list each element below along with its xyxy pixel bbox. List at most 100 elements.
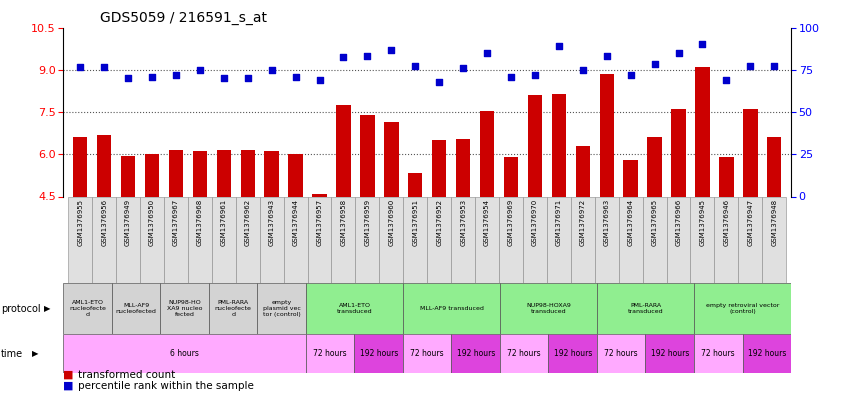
FancyBboxPatch shape — [597, 334, 645, 373]
Bar — [217, 150, 231, 196]
FancyBboxPatch shape — [63, 334, 306, 373]
Text: GSM1376963: GSM1376963 — [604, 199, 610, 246]
Bar — [456, 139, 470, 196]
Text: NUP98-HO
XA9 nucleo
fected: NUP98-HO XA9 nucleo fected — [167, 300, 202, 317]
Point — [360, 53, 374, 59]
Text: PML-RARA
nucleofecte
d: PML-RARA nucleofecte d — [215, 300, 251, 317]
FancyBboxPatch shape — [595, 196, 618, 283]
Text: GSM1376970: GSM1376970 — [532, 199, 538, 246]
FancyBboxPatch shape — [523, 196, 547, 283]
Text: 192 hours: 192 hours — [651, 349, 689, 358]
Text: time: time — [1, 349, 23, 359]
Point — [432, 79, 446, 86]
Text: MLL-AF9
nucleofected: MLL-AF9 nucleofected — [116, 303, 157, 314]
Text: 192 hours: 192 hours — [457, 349, 495, 358]
FancyBboxPatch shape — [112, 283, 161, 334]
Bar — [121, 156, 135, 196]
FancyBboxPatch shape — [332, 196, 355, 283]
Text: 6 hours: 6 hours — [170, 349, 199, 358]
Text: 192 hours: 192 hours — [360, 349, 398, 358]
FancyBboxPatch shape — [283, 196, 308, 283]
Text: GSM1376953: GSM1376953 — [460, 199, 466, 246]
Text: percentile rank within the sample: percentile rank within the sample — [78, 381, 254, 391]
Point — [744, 62, 757, 69]
FancyBboxPatch shape — [762, 196, 786, 283]
Point — [767, 62, 781, 69]
Text: GSM1376960: GSM1376960 — [388, 199, 394, 246]
Point — [288, 73, 302, 80]
FancyBboxPatch shape — [354, 334, 403, 373]
FancyBboxPatch shape — [140, 196, 164, 283]
Bar — [73, 137, 87, 196]
Text: GSM1376948: GSM1376948 — [772, 199, 777, 246]
Point — [241, 75, 255, 81]
Bar — [552, 94, 566, 196]
FancyBboxPatch shape — [403, 334, 452, 373]
Text: empty
plasmid vec
tor (control): empty plasmid vec tor (control) — [263, 300, 300, 317]
Point — [481, 50, 494, 56]
Point — [648, 61, 662, 67]
Text: GSM1376951: GSM1376951 — [412, 199, 418, 246]
Text: GSM1376966: GSM1376966 — [675, 199, 682, 246]
Point — [695, 41, 709, 48]
Bar — [240, 150, 255, 196]
Text: ▶: ▶ — [44, 304, 51, 313]
Text: GSM1376958: GSM1376958 — [340, 199, 347, 246]
Bar — [145, 154, 159, 196]
FancyBboxPatch shape — [257, 283, 306, 334]
FancyBboxPatch shape — [714, 196, 739, 283]
Bar — [767, 137, 782, 196]
FancyBboxPatch shape — [63, 283, 112, 334]
Text: NUP98-HOXA9
transduced: NUP98-HOXA9 transduced — [526, 303, 571, 314]
Text: GSM1376943: GSM1376943 — [269, 199, 275, 246]
Point — [169, 72, 183, 79]
FancyBboxPatch shape — [618, 196, 643, 283]
Bar — [360, 115, 375, 196]
Bar — [97, 134, 112, 196]
Text: PML-RARA
transduced: PML-RARA transduced — [628, 303, 663, 314]
Bar — [408, 173, 422, 196]
FancyBboxPatch shape — [667, 196, 690, 283]
FancyBboxPatch shape — [500, 334, 548, 373]
Text: GSM1376952: GSM1376952 — [437, 199, 442, 246]
Point — [720, 77, 733, 83]
Point — [504, 73, 518, 80]
FancyBboxPatch shape — [643, 196, 667, 283]
FancyBboxPatch shape — [161, 283, 209, 334]
Bar — [647, 137, 662, 196]
FancyBboxPatch shape — [209, 283, 257, 334]
Point — [672, 50, 685, 56]
Bar — [336, 105, 350, 196]
Text: transformed count: transformed count — [78, 370, 175, 380]
Text: GSM1376971: GSM1376971 — [556, 199, 562, 246]
Text: protocol: protocol — [1, 303, 41, 314]
Point — [217, 75, 231, 81]
Text: GSM1376949: GSM1376949 — [125, 199, 131, 246]
FancyBboxPatch shape — [690, 196, 714, 283]
Point — [552, 43, 566, 49]
Text: GSM1376969: GSM1376969 — [508, 199, 514, 246]
FancyBboxPatch shape — [188, 196, 212, 283]
Bar — [193, 151, 207, 196]
Text: GDS5059 / 216591_s_at: GDS5059 / 216591_s_at — [100, 11, 266, 25]
Bar — [384, 122, 398, 196]
Text: AML1-ETO
transduced: AML1-ETO transduced — [337, 303, 372, 314]
Text: GSM1376962: GSM1376962 — [244, 199, 250, 246]
Bar — [719, 157, 733, 196]
Text: GSM1376956: GSM1376956 — [102, 199, 107, 246]
Text: GSM1376954: GSM1376954 — [484, 199, 490, 246]
Point — [456, 65, 470, 72]
Point — [74, 64, 87, 70]
FancyBboxPatch shape — [164, 196, 188, 283]
Point — [121, 75, 135, 81]
Bar — [312, 194, 327, 196]
FancyBboxPatch shape — [571, 196, 595, 283]
Text: GSM1376967: GSM1376967 — [173, 199, 179, 246]
FancyBboxPatch shape — [379, 196, 404, 283]
FancyBboxPatch shape — [694, 283, 791, 334]
Point — [313, 77, 327, 83]
FancyBboxPatch shape — [743, 334, 791, 373]
Text: ■: ■ — [63, 381, 74, 391]
Text: 192 hours: 192 hours — [748, 349, 786, 358]
Bar — [288, 154, 303, 196]
